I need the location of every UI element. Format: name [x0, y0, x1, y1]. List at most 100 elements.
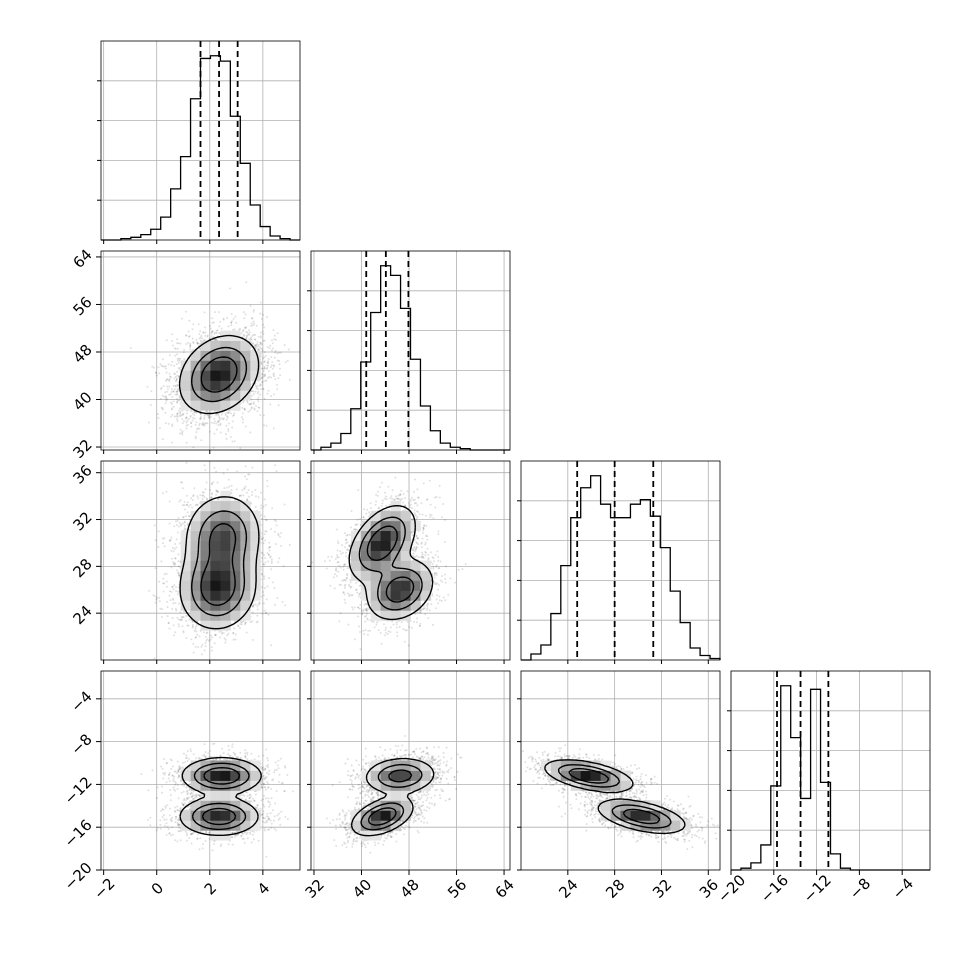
scatter-point [248, 333, 251, 336]
scatter-point [217, 419, 220, 422]
scatter-point [194, 627, 197, 630]
scatter-point [177, 367, 180, 370]
histogram-panel-1 [307, 250, 511, 451]
scatter-point [263, 367, 266, 370]
density-cell [210, 390, 221, 401]
scatter-point [253, 344, 256, 347]
scatter-point [250, 390, 253, 393]
scatter-point [218, 630, 221, 633]
scatter-point [246, 401, 249, 404]
scatter-point [260, 361, 263, 364]
scatter-point [154, 371, 157, 374]
scatter-point [191, 419, 194, 422]
scatter-point [174, 557, 177, 560]
scatter-point [273, 356, 276, 359]
scatter-point [170, 441, 173, 444]
scatter-point [208, 416, 211, 419]
scatter-point [266, 479, 269, 482]
scatter-point [182, 412, 185, 415]
scatter-point [177, 574, 180, 577]
scatter-point [178, 359, 181, 362]
scatter-point [165, 339, 168, 342]
scatter-point [171, 360, 174, 363]
scatter-point [247, 410, 250, 413]
scatter-point [276, 388, 279, 391]
scatter-point [266, 366, 269, 369]
scatter-point [174, 354, 177, 357]
scatter-point [275, 470, 278, 473]
scatter-point [163, 395, 166, 398]
panel-frame [520, 460, 721, 661]
scatter-point [177, 623, 180, 626]
scatter-point [273, 375, 276, 378]
scatter-point [175, 590, 178, 593]
scatter-point [168, 378, 171, 380]
scatter-point [179, 412, 182, 415]
scatter-point [174, 608, 177, 610]
scatter-point [184, 417, 187, 420]
scatter-point [180, 616, 183, 619]
scatter-point [254, 384, 257, 387]
scatter-point [180, 413, 183, 416]
scatter-point [202, 332, 205, 334]
scatter-point [162, 385, 165, 388]
scatter-point [162, 582, 164, 585]
scatter-point [261, 517, 264, 520]
scatter-point [157, 366, 160, 369]
scatter-point [181, 481, 184, 484]
scatter-point [192, 446, 195, 449]
scatter-point [179, 432, 181, 435]
scatter-point [195, 338, 198, 341]
density-cell [200, 340, 211, 351]
scatter-point [230, 324, 233, 327]
scatter-point [199, 413, 202, 416]
scatter-point [243, 407, 246, 410]
scatter-point [192, 342, 195, 344]
scatter-point [199, 330, 202, 332]
scatter-point [213, 432, 216, 435]
scatter-point [185, 416, 188, 419]
scatter-point [174, 393, 177, 396]
scatter-point [264, 373, 267, 376]
scatter-point [217, 491, 220, 494]
scatter-point [251, 604, 254, 607]
scatter-point [224, 412, 227, 415]
scatter-point [256, 392, 259, 395]
density-cell [180, 400, 191, 411]
scatter-point [174, 562, 176, 565]
scatter-point [232, 414, 235, 417]
scatter-point [163, 365, 166, 368]
scatter-point [222, 318, 225, 321]
scatter-point [211, 636, 213, 639]
scatter-point [176, 390, 179, 393]
scatter-point [188, 358, 191, 361]
scatter-point [255, 621, 258, 624]
scatter-point [186, 501, 189, 504]
scatter-point [251, 394, 253, 397]
scatter-point [254, 603, 257, 606]
scatter-point [242, 333, 245, 336]
scatter-point [185, 637, 188, 640]
scatter-point [193, 487, 196, 490]
scatter-point [263, 374, 266, 376]
scatter-point [173, 415, 176, 418]
scatter-point [178, 409, 181, 412]
scatter-point [207, 416, 210, 419]
scatter-point [176, 420, 179, 422]
scatter-point [179, 499, 182, 501]
scatter-point [197, 646, 200, 649]
scatter-point [301, 306, 303, 308]
scatter-point [176, 390, 179, 393]
scatter-point [195, 636, 197, 638]
scatter-point [211, 330, 214, 333]
scatter-point [199, 494, 202, 497]
scatter-point [177, 388, 179, 391]
scatter-point [254, 489, 257, 491]
scatter-point [269, 545, 272, 548]
scatter-point [268, 541, 271, 544]
scatter-point [226, 468, 229, 471]
scatter-point [238, 494, 241, 497]
scatter-point [250, 338, 253, 341]
scatter-point [171, 413, 174, 416]
scatter-point [192, 625, 194, 628]
